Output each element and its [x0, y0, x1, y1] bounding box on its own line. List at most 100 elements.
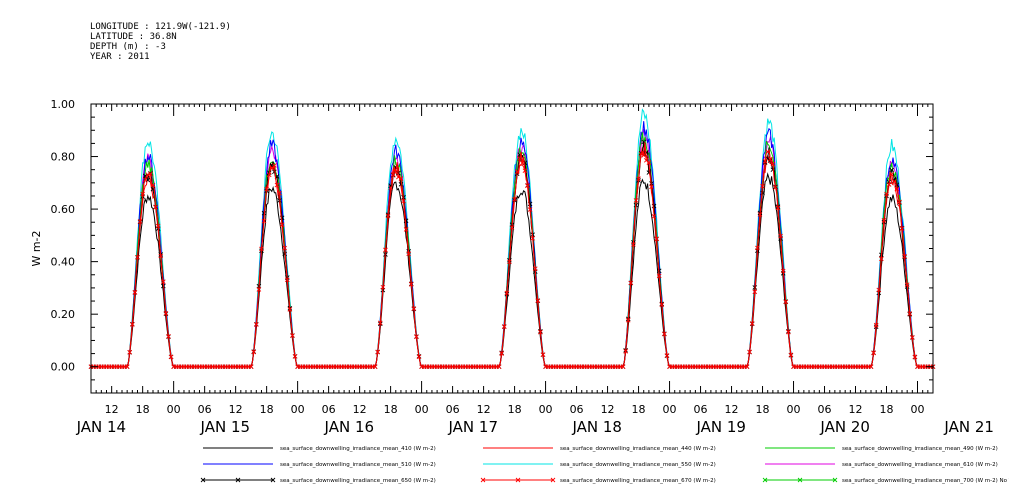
series-marker-670 [279, 222, 285, 227]
x-hour-label: 00 [787, 403, 801, 416]
series-marker-670 [124, 364, 130, 370]
series-marker-670 [130, 322, 135, 327]
series-marker-670 [649, 184, 654, 190]
series-marker-670 [377, 320, 383, 326]
legend-label-410: sea_surface_downwelling_irradiance_mean_… [280, 446, 436, 452]
series-marker-670 [517, 156, 523, 161]
series-marker-670 [641, 152, 647, 158]
series-marker-670 [744, 364, 750, 370]
series-marker-670 [633, 198, 639, 203]
series-marker-670 [752, 289, 758, 295]
x-hour-label: 12 [725, 403, 739, 416]
x-hour-label: 00 [539, 403, 553, 416]
series-marker-670 [408, 282, 414, 287]
year-label: YEAR : 2011 [90, 52, 150, 62]
series-marker-670 [153, 205, 158, 210]
x-hour-label: 18 [260, 403, 274, 416]
series-marker-670 [272, 163, 277, 168]
x-hour-label: 06 [818, 403, 832, 416]
legend: sea_surface_downwelling_irradiance_mean_… [200, 446, 1009, 484]
series-marker-670 [509, 225, 515, 230]
series-marker-670 [871, 350, 876, 356]
x-hour-label: 06 [446, 403, 460, 416]
x-hour-label: 00 [415, 403, 429, 416]
series-marker-670 [902, 253, 907, 259]
series-line-490 [91, 132, 933, 368]
series-marker-670 [620, 364, 626, 370]
series-marker-670 [894, 186, 900, 192]
x-hour-label: 18 [756, 403, 770, 416]
series-marker-670 [396, 174, 401, 180]
series-marker-670 [504, 290, 510, 296]
series-marker-670 [414, 334, 419, 340]
x-day-label: JAN 21 [943, 418, 994, 436]
series-marker-670 [277, 190, 282, 196]
series-marker-670 [749, 321, 755, 326]
plot-frame [90, 103, 934, 394]
series-marker-670 [530, 236, 535, 241]
y-tick-label: 0.20 [51, 308, 76, 321]
plot-header: LONGITUDE : 121.9W(-121.9) LATITUDE : 36… [90, 22, 231, 62]
y-axis-label: W m-2 [30, 230, 43, 266]
series-marker-670 [889, 172, 894, 177]
x-hour-label: 00 [291, 403, 305, 416]
legend-marker-650 [235, 477, 241, 483]
series-marker-670 [132, 290, 138, 295]
legend-marker-700 [832, 477, 838, 483]
x-hour-label: 18 [384, 403, 398, 416]
series-marker-670 [912, 354, 918, 360]
series-marker-670 [248, 364, 254, 370]
series-marker-670 [651, 214, 657, 219]
series-marker-670 [762, 158, 768, 164]
series-marker-670 [788, 352, 794, 358]
series-marker-670 [625, 317, 631, 323]
series-marker-650 [272, 169, 277, 175]
series-marker-670 [773, 185, 778, 190]
legend-marker-670 [515, 477, 521, 483]
series-marker-670 [527, 207, 533, 212]
y-tick-label: 0.60 [51, 203, 76, 216]
series-marker-670 [904, 282, 910, 287]
series-marker-670 [161, 279, 166, 285]
legend-marker-670 [480, 477, 486, 483]
x-hour-label: 06 [570, 403, 584, 416]
legend-label-510: sea_surface_downwelling_irradiance_mean_… [280, 462, 436, 468]
series-marker-670 [393, 169, 399, 175]
series-marker-670 [411, 306, 417, 311]
legend-label-670: sea_surface_downwelling_irradiance_mean_… [560, 478, 716, 484]
series-marker-670 [907, 311, 913, 316]
legend-marker-700 [762, 477, 768, 483]
x-day-label: JAN 16 [324, 418, 375, 436]
x-hour-label: 18 [136, 403, 150, 416]
series-marker-670 [522, 168, 528, 173]
series-marker-670 [256, 287, 262, 292]
series-marker-670 [375, 349, 381, 355]
series-marker-670 [775, 205, 781, 211]
x-hour-label: 12 [477, 403, 491, 416]
series-marker-670 [520, 160, 525, 166]
series-marker-670 [274, 182, 280, 188]
series-marker-670 [879, 256, 884, 262]
series-marker-670 [631, 242, 636, 247]
series-marker-670 [388, 185, 393, 190]
series-marker-670 [251, 349, 257, 355]
series-marker-670 [406, 251, 412, 256]
series-marker-670 [628, 280, 634, 286]
series-marker-670 [654, 236, 659, 242]
series-marker-670 [499, 351, 504, 356]
series-marker-670 [145, 172, 151, 178]
series-marker-670 [163, 311, 169, 316]
series-marker-670 [150, 182, 156, 188]
series-marker-670 [535, 298, 541, 303]
series-marker-670 [292, 354, 298, 359]
x-hour-label: 18 [632, 403, 646, 416]
legend-label-610: sea_surface_downwelling_irradiance_mean_… [842, 462, 998, 468]
legend-marker-650 [270, 477, 276, 483]
x-day-label: JAN 18 [571, 418, 622, 436]
series-marker-670 [899, 226, 905, 231]
y-tick-label: 0.40 [51, 256, 76, 269]
series-marker-670 [284, 277, 290, 283]
series-line-610 [91, 128, 933, 368]
plot-axes: 0.00 0.20 0.40 0.60 0.80 1.00 W m-2 12 18 00 06 12 1… [30, 98, 994, 436]
